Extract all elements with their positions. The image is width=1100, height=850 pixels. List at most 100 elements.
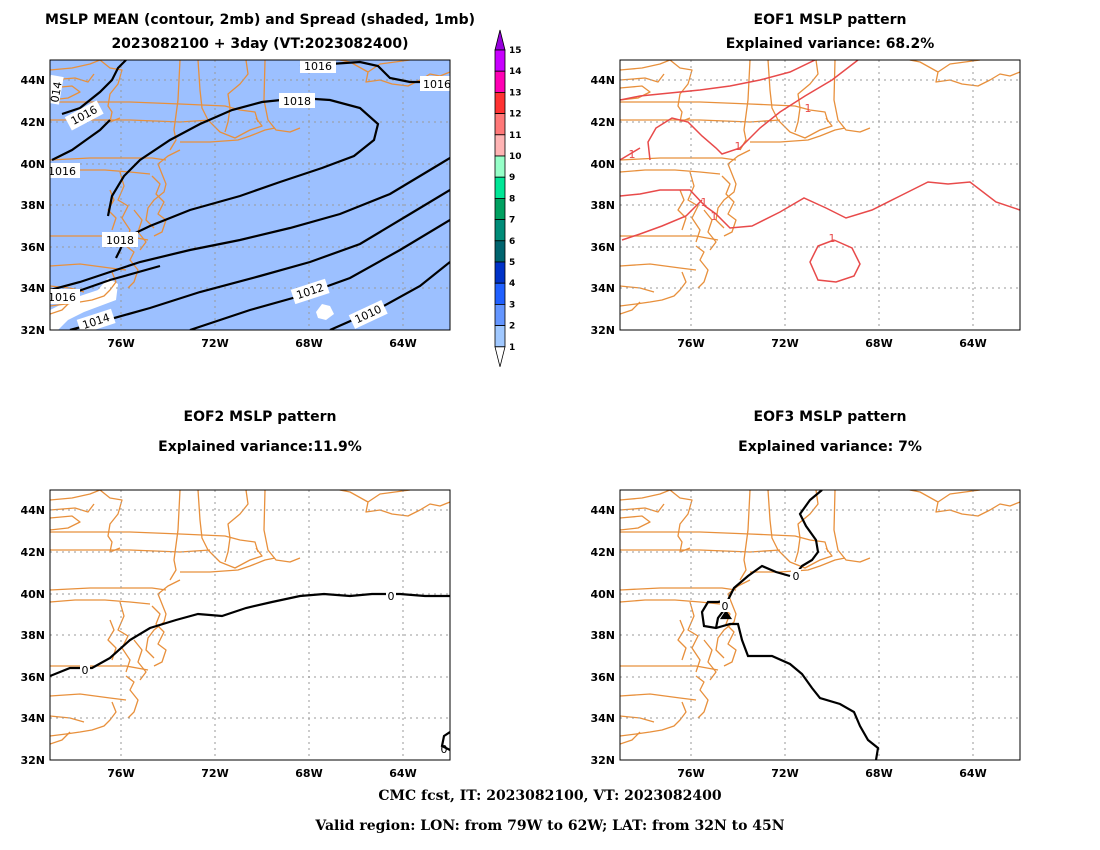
- colorbar-segment: [494, 240, 506, 263]
- panel-eof1-map: 1 1 1 1 1 1: [619, 59, 1021, 331]
- panel-mean-lon-68W: 68W: [295, 337, 322, 350]
- panel-eof1-lat-40N: 40N: [590, 158, 615, 171]
- eof2-label-c: 0: [441, 743, 448, 756]
- colorbar-segment: [494, 113, 506, 136]
- panel-eof2-lon-68W: 68W: [295, 767, 322, 780]
- footer-line1: CMC fcst, IT: 2023082100, VT: 2023082400: [378, 788, 722, 804]
- panel-mean-lon-72W: 72W: [201, 337, 228, 350]
- colorbar-label: 8: [509, 194, 515, 204]
- eof2-label-a: 0: [82, 664, 89, 677]
- colorbar-top-arrow: [494, 29, 506, 51]
- coastlines-eof1: [620, 60, 1020, 315]
- panel-eof3-lat-40N: 40N: [590, 588, 615, 601]
- panel-eof2-title-line1: EOF2 MSLP pattern: [183, 409, 337, 425]
- colorbar-segment: [494, 176, 506, 199]
- colorbar-bottom-arrow: [494, 346, 506, 367]
- colorbar-label: 10: [509, 152, 522, 162]
- eof3-label-b: 0: [722, 600, 729, 613]
- panel-eof2-map: 0 0 0: [49, 489, 451, 761]
- panel-eof3-lat-38N: 38N: [590, 629, 615, 642]
- contour-label-1016-a: 1016: [304, 60, 332, 73]
- panel-eof2-lat-34N: 34N: [20, 712, 45, 725]
- colorbar-label: 15: [509, 46, 522, 56]
- panel-eof3-frame: [619, 489, 1021, 761]
- panel-mean-title-line2: 2023082100 + 3day (VT:2023082400): [111, 36, 409, 52]
- panel-eof3-lat-42N: 42N: [590, 546, 615, 559]
- panel-eof1-lon-64W: 64W: [959, 337, 986, 350]
- panel-mean-lon-76W: 76W: [107, 337, 134, 350]
- panel-eof2-title-line2: Explained variance:11.9%: [158, 439, 362, 455]
- colorbar-segment: [494, 261, 506, 284]
- colorbar-label: 7: [509, 216, 515, 226]
- panel-eof2-lat-40N: 40N: [20, 588, 45, 601]
- panel-eof3-lat-34N: 34N: [590, 712, 615, 725]
- panel-eof2-lon-64W: 64W: [389, 767, 416, 780]
- panel-eof2-lon-72W: 72W: [201, 767, 228, 780]
- eof3-label-a: 0: [793, 570, 800, 583]
- panel-mean-lat-44N: 44N: [20, 74, 45, 87]
- panel-mean-lat-38N: 38N: [20, 199, 45, 212]
- eof1-label-a: 1: [629, 148, 636, 161]
- eof2-label-b: 0: [388, 590, 395, 603]
- colorbar-segment: [494, 70, 506, 93]
- colorbar-label: 12: [509, 110, 522, 120]
- eof1-contour-labels: 1 1 1 1 1 1: [629, 102, 836, 245]
- colorbar-segment: [494, 282, 506, 305]
- eof1-contours: [620, 60, 1020, 283]
- panel-eof3-lon-72W: 72W: [771, 767, 798, 780]
- spread-low-area: [50, 278, 118, 330]
- panel-eof1-lat-38N: 38N: [590, 199, 615, 212]
- footer-line2: Valid region: LON: from 79W to 62W; LAT:…: [315, 818, 785, 834]
- eof2-contours: [50, 592, 450, 751]
- colorbar-segment: [494, 197, 506, 220]
- panel-eof1-lon-68W: 68W: [865, 337, 892, 350]
- panel-eof2-lat-36N: 36N: [20, 671, 45, 684]
- eof2-contour-labels: 0 0 0: [80, 589, 448, 756]
- eof1-label-e: 1: [711, 210, 718, 223]
- eof1-label-f: 1: [829, 232, 836, 245]
- panel-eof3-lat-36N: 36N: [590, 671, 615, 684]
- colorbar-label: 4: [509, 279, 515, 289]
- coastlines-eof2: [50, 490, 450, 745]
- colorbar-segment: [494, 325, 506, 348]
- contour-label-1018-b: 1018: [106, 234, 134, 247]
- colorbar-segment: [494, 49, 506, 72]
- colorbar-label: 6: [509, 237, 515, 247]
- panel-mean-title-line1: MSLP MEAN (contour, 2mb) and Spread (sha…: [45, 12, 475, 28]
- eof1-label-c: 1: [735, 140, 742, 153]
- panel-eof1-lat-42N: 42N: [590, 116, 615, 129]
- panel-mean-lat-42N: 42N: [20, 116, 45, 129]
- coastlines-eof3: [620, 490, 1020, 745]
- panel-mean-lat-36N: 36N: [20, 241, 45, 254]
- colorbar-label: 1: [509, 343, 515, 353]
- graticule-eof2: [50, 490, 450, 760]
- panel-mean-lat-34N: 34N: [20, 282, 45, 295]
- panel-eof1-frame: [619, 59, 1021, 331]
- panel-eof2-lat-44N: 44N: [20, 504, 45, 517]
- panel-eof1-lat-32N: 32N: [590, 324, 615, 337]
- panel-mean-lat-40N: 40N: [20, 158, 45, 171]
- panel-eof3-lon-76W: 76W: [677, 767, 704, 780]
- contour-label-1016-e: 1016: [48, 291, 76, 304]
- colorbar-label: 14: [509, 67, 522, 77]
- panel-mean-frame: [49, 59, 451, 331]
- panel-eof2-lat-42N: 42N: [20, 546, 45, 559]
- panel-eof2-title: EOF2 MSLP pattern Explained variance:11.…: [0, 402, 520, 462]
- colorbar-label: 11: [509, 131, 522, 141]
- spread-low-area-2: [316, 304, 334, 320]
- eof3-contours: [700, 490, 880, 760]
- panel-eof1-lat-34N: 34N: [590, 282, 615, 295]
- panel-eof3-lon-64W: 64W: [959, 767, 986, 780]
- panel-mean-lon-64W: 64W: [389, 337, 416, 350]
- panel-eof3-title-line2: Explained variance: 7%: [738, 439, 922, 455]
- panel-mean-lat-32N: 32N: [20, 324, 45, 337]
- eof1-label-d: 1: [701, 196, 708, 209]
- contour-label-014-edge: 014: [48, 81, 64, 104]
- colorbar-segment: [494, 155, 506, 178]
- colorbar-label: 2: [509, 322, 515, 332]
- panel-eof3-lat-32N: 32N: [590, 754, 615, 767]
- colorbar-label: 3: [509, 300, 515, 310]
- panel-eof2-lat-38N: 38N: [20, 629, 45, 642]
